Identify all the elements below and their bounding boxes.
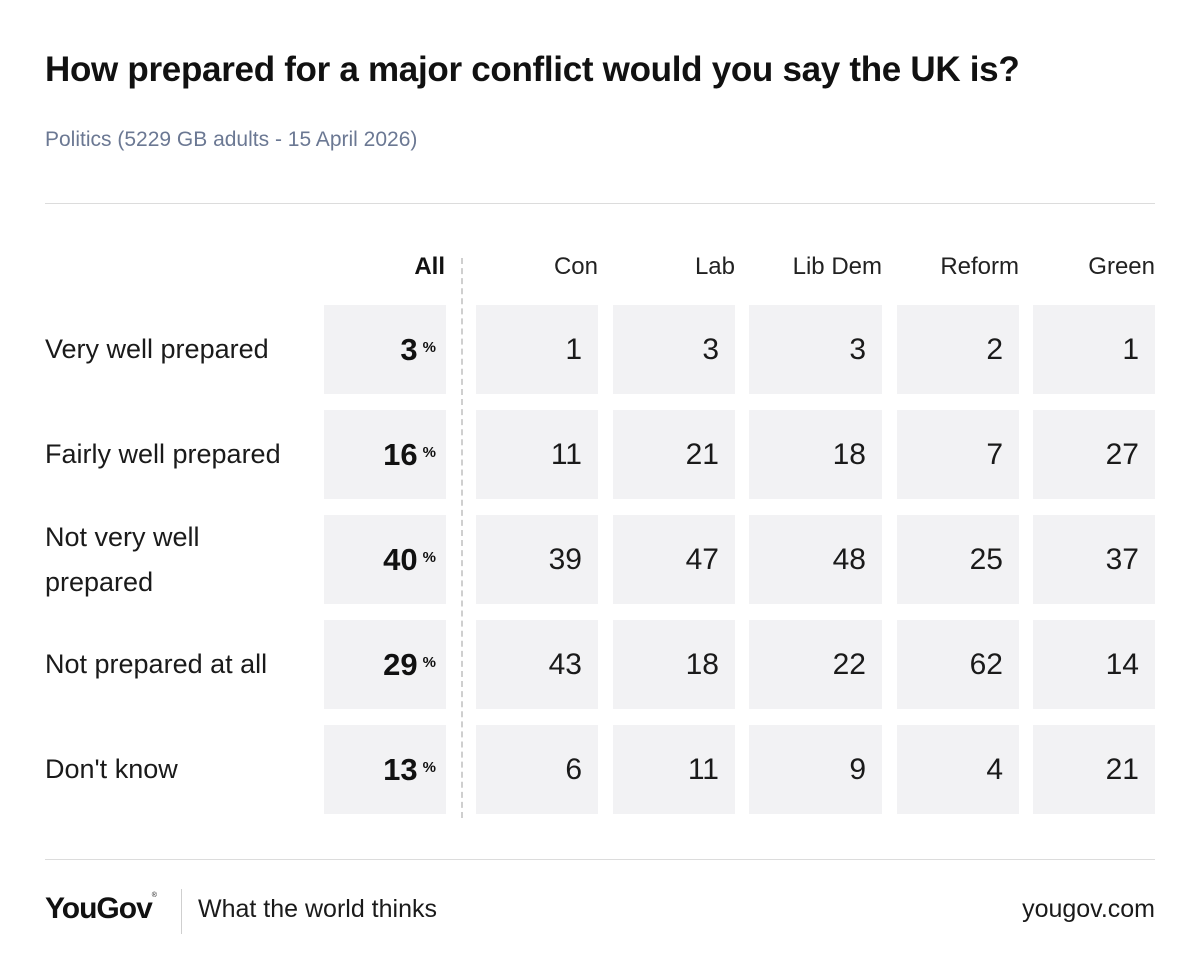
value-number: 27 bbox=[1105, 437, 1139, 471]
value-number: 29 bbox=[383, 646, 418, 682]
column-header-green: Green bbox=[1088, 253, 1155, 280]
cell-value: 1 bbox=[476, 305, 598, 394]
row-label: Not prepared at all bbox=[45, 649, 268, 679]
row-label: Don't know bbox=[45, 754, 178, 784]
value-number: 11 bbox=[687, 752, 719, 786]
value-number: 43 bbox=[548, 647, 582, 681]
value-number: 7 bbox=[986, 437, 1003, 471]
column-header-all: All bbox=[414, 253, 445, 280]
footer-tagline: What the world thinks bbox=[198, 895, 437, 923]
column-header-con: Con bbox=[553, 253, 598, 280]
cell-value: 39 bbox=[476, 515, 598, 604]
value-number: 6 bbox=[565, 752, 582, 786]
cell-value: 7 bbox=[897, 410, 1019, 499]
row-label: Fairly well prepared bbox=[45, 439, 281, 469]
cell-value: 4 bbox=[897, 725, 1019, 814]
percent-sign: % bbox=[422, 444, 436, 461]
column-header-reform: Reform bbox=[940, 253, 1019, 280]
cell-value: 43 bbox=[476, 620, 598, 709]
cell-all-value: 16% bbox=[324, 410, 446, 499]
cell-value: 18 bbox=[613, 620, 735, 709]
cell-all-value: 3% bbox=[324, 305, 446, 394]
value-number: 47 bbox=[685, 542, 719, 576]
value-number: 21 bbox=[1105, 752, 1139, 786]
value-number: 9 bbox=[849, 752, 866, 786]
cell-value: 21 bbox=[1033, 725, 1155, 814]
cell-value: 21 bbox=[613, 410, 735, 499]
cell-value: 6 bbox=[476, 725, 598, 814]
value-number: 3 bbox=[702, 332, 719, 366]
percent-sign: % bbox=[422, 339, 436, 356]
bottom-divider bbox=[45, 859, 1155, 860]
value-number: 40 bbox=[383, 541, 418, 577]
percent-sign: % bbox=[422, 654, 436, 671]
yougov-logo: YouGov® bbox=[45, 892, 157, 925]
cell-all-value: 29% bbox=[324, 620, 446, 709]
value-number: 1 bbox=[565, 332, 582, 366]
cell-value: 1 bbox=[1033, 305, 1155, 394]
value-number: 22 bbox=[832, 647, 866, 681]
all-column-divider bbox=[461, 258, 463, 818]
value-number: 2 bbox=[986, 332, 1003, 366]
chart-title: How prepared for a major conflict would … bbox=[45, 50, 1020, 89]
cell-value: 62 bbox=[897, 620, 1019, 709]
value-number: 48 bbox=[832, 542, 866, 576]
value-number: 25 bbox=[969, 542, 1003, 576]
value-number: 16 bbox=[383, 436, 418, 472]
value-number: 62 bbox=[969, 647, 1003, 681]
footer-url[interactable]: yougov.com bbox=[1022, 895, 1155, 923]
value-number: 21 bbox=[685, 437, 719, 471]
row-label: Not very well prepared bbox=[45, 521, 200, 597]
cell-value: 14 bbox=[1033, 620, 1155, 709]
column-header-lab: Lab bbox=[694, 253, 735, 280]
value-number: 3 bbox=[849, 332, 866, 366]
cell-value: 2 bbox=[897, 305, 1019, 394]
cell-value: 9 bbox=[749, 725, 882, 814]
cell-all-value: 40% bbox=[324, 515, 446, 604]
cell-value: 27 bbox=[1033, 410, 1155, 499]
value-number: 18 bbox=[832, 437, 866, 471]
value-number: 3 bbox=[400, 331, 418, 367]
cell-value: 25 bbox=[897, 515, 1019, 604]
cell-value: 11 bbox=[613, 725, 735, 814]
cell-value: 47 bbox=[613, 515, 735, 604]
cell-value: 18 bbox=[749, 410, 882, 499]
value-number: 18 bbox=[685, 647, 719, 681]
top-divider bbox=[45, 203, 1155, 204]
value-number: 1 bbox=[1122, 332, 1139, 366]
cell-value: 3 bbox=[749, 305, 882, 394]
chart-subtitle: Politics (5229 GB adults - 15 April 2026… bbox=[45, 128, 418, 151]
value-number: 11 bbox=[550, 437, 582, 471]
footer-separator bbox=[181, 889, 182, 934]
cell-value: 3 bbox=[613, 305, 735, 394]
value-number: 4 bbox=[986, 752, 1003, 786]
cell-all-value: 13% bbox=[324, 725, 446, 814]
value-number: 13 bbox=[383, 751, 418, 787]
value-number: 37 bbox=[1105, 542, 1139, 576]
value-number: 14 bbox=[1105, 647, 1139, 681]
column-header-lib-dem: Lib Dem bbox=[792, 253, 882, 280]
row-label: Very well prepared bbox=[45, 334, 269, 364]
cell-value: 37 bbox=[1033, 515, 1155, 604]
cell-value: 48 bbox=[749, 515, 882, 604]
cell-value: 22 bbox=[749, 620, 882, 709]
percent-sign: % bbox=[422, 549, 436, 566]
value-number: 39 bbox=[548, 542, 582, 576]
percent-sign: % bbox=[422, 759, 436, 776]
cell-value: 11 bbox=[476, 410, 598, 499]
